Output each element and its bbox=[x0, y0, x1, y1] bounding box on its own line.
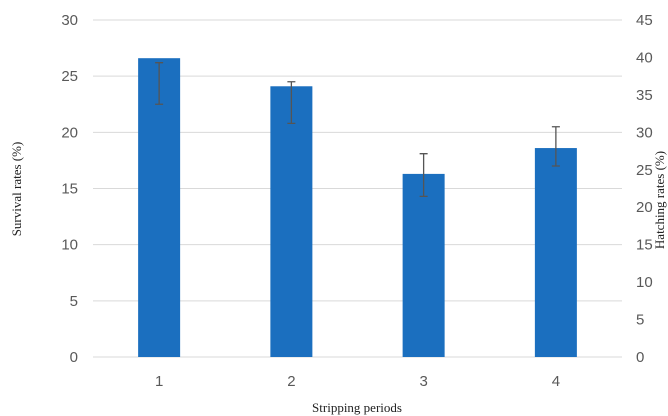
y2-tick-label: 15 bbox=[636, 237, 653, 254]
y-tick-label: 15 bbox=[61, 181, 78, 198]
x-tick-label: 1 bbox=[155, 373, 163, 390]
bar-4 bbox=[534, 148, 577, 357]
y2-tick-label: 10 bbox=[636, 274, 653, 291]
x-tick-label: 3 bbox=[419, 373, 427, 390]
y2-tick-label: 25 bbox=[636, 162, 653, 179]
y-tick-label: 10 bbox=[61, 237, 78, 254]
error-bar-1 bbox=[155, 62, 164, 105]
y2-tick-label: 30 bbox=[636, 124, 653, 141]
error-bars bbox=[155, 62, 560, 198]
y-axis-ticks: 0 5 10 15 20 25 30 bbox=[61, 12, 78, 366]
bar-1 bbox=[138, 58, 181, 358]
y-axis-title: Survival rates (%) bbox=[9, 142, 24, 237]
bar-2 bbox=[270, 86, 313, 357]
error-bar-4 bbox=[551, 126, 560, 167]
y2-tick-label: 40 bbox=[636, 49, 653, 66]
y-tick-label: 30 bbox=[61, 12, 78, 29]
y2-tick-label: 0 bbox=[636, 349, 644, 366]
error-bar-2 bbox=[287, 81, 296, 124]
y-tick-label: 20 bbox=[61, 124, 78, 141]
y2-tick-label: 20 bbox=[636, 199, 653, 216]
x-tick-label: 2 bbox=[287, 373, 295, 390]
y-tick-label: 0 bbox=[70, 349, 78, 366]
y-tick-label: 5 bbox=[70, 293, 78, 310]
grid-lines bbox=[93, 19, 622, 358]
x-axis-title: Stripping periods bbox=[312, 400, 402, 415]
y2-tick-label: 45 bbox=[636, 12, 653, 29]
y2-axis-ticks: 0 5 10 15 20 25 30 35 40 45 bbox=[636, 12, 653, 366]
x-tick-label: 4 bbox=[552, 373, 560, 390]
y2-tick-label: 35 bbox=[636, 87, 653, 104]
bars bbox=[138, 58, 577, 358]
y2-tick-label: 5 bbox=[636, 312, 644, 329]
y-tick-label: 25 bbox=[61, 68, 78, 85]
bar-3 bbox=[402, 173, 445, 357]
x-axis-ticks: 1 2 3 4 bbox=[155, 373, 560, 390]
error-bar-3 bbox=[419, 153, 428, 198]
y2-axis-title: Hatching rates (%) bbox=[652, 151, 667, 249]
